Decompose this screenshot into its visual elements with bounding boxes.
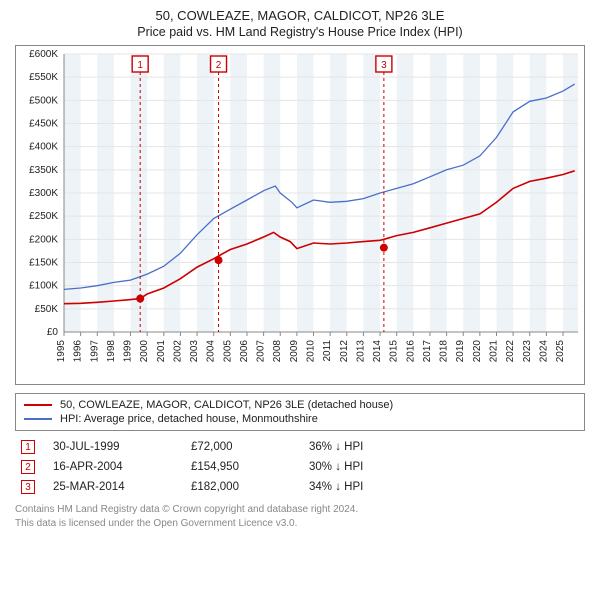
title-sub: Price paid vs. HM Land Registry's House … — [14, 25, 586, 39]
svg-text:2016: 2016 — [405, 340, 416, 363]
svg-text:£250K: £250K — [29, 211, 58, 222]
footer-line-2: This data is licensed under the Open Gov… — [15, 517, 585, 531]
svg-text:£550K: £550K — [29, 72, 58, 83]
svg-text:1999: 1999 — [123, 340, 134, 363]
transaction-row: 1 30-JUL-1999 £72,000 36% ↓ HPI — [15, 437, 585, 457]
transactions-table: 1 30-JUL-1999 £72,000 36% ↓ HPI 2 16-APR-2004… — [15, 437, 585, 497]
transaction-marker: 3 — [21, 480, 35, 494]
svg-text:1998: 1998 — [106, 340, 117, 363]
svg-text:£450K: £450K — [29, 119, 58, 130]
svg-text:2008: 2008 — [272, 340, 283, 363]
svg-text:2004: 2004 — [206, 340, 217, 363]
legend-swatch — [24, 418, 52, 420]
svg-text:1995: 1995 — [56, 340, 67, 363]
title-block: 50, COWLEAZE, MAGOR, CALDICOT, NP26 3LE … — [14, 8, 586, 39]
legend-row: HPI: Average price, detached house, Monm… — [24, 412, 576, 426]
svg-text:2022: 2022 — [505, 340, 516, 363]
svg-text:3: 3 — [381, 60, 387, 71]
legend: 50, COWLEAZE, MAGOR, CALDICOT, NP26 3LE … — [15, 393, 585, 431]
svg-text:2017: 2017 — [422, 340, 433, 363]
svg-text:2011: 2011 — [322, 340, 333, 362]
svg-text:£100K: £100K — [29, 281, 58, 292]
svg-text:2013: 2013 — [355, 340, 366, 363]
root: 50, COWLEAZE, MAGOR, CALDICOT, NP26 3LE … — [0, 0, 600, 590]
svg-text:£500K: £500K — [29, 95, 58, 106]
svg-text:£150K: £150K — [29, 258, 58, 269]
svg-text:£350K: £350K — [29, 165, 58, 176]
transaction-price: £154,950 — [191, 461, 291, 473]
legend-label: 50, COWLEAZE, MAGOR, CALDICOT, NP26 3LE … — [60, 399, 393, 411]
svg-text:2020: 2020 — [472, 340, 483, 363]
transaction-date: 25-MAR-2014 — [53, 481, 173, 493]
svg-text:2003: 2003 — [189, 340, 200, 363]
svg-text:2009: 2009 — [289, 340, 300, 363]
transaction-price: £72,000 — [191, 441, 291, 453]
svg-text:2005: 2005 — [222, 340, 233, 363]
svg-text:2015: 2015 — [389, 340, 400, 363]
marker-dot-3 — [380, 244, 388, 252]
transaction-row: 3 25-MAR-2014 £182,000 34% ↓ HPI — [15, 477, 585, 497]
chart-svg: £0 £50K £100K £150K £200K £250K £300K £350K £400… — [16, 46, 586, 386]
footer-line-1: Contains HM Land Registry data © Crown c… — [15, 503, 585, 517]
svg-text:2010: 2010 — [306, 340, 317, 363]
transaction-row: 2 16-APR-2004 £154,950 30% ↓ HPI — [15, 457, 585, 477]
transaction-date: 30-JUL-1999 — [53, 441, 173, 453]
svg-text:2014: 2014 — [372, 340, 383, 363]
svg-text:1: 1 — [137, 60, 143, 71]
svg-text:2007: 2007 — [256, 340, 267, 363]
chart: £0 £50K £100K £150K £200K £250K £300K £350K £400… — [15, 45, 585, 385]
svg-text:2024: 2024 — [538, 340, 549, 363]
svg-text:£200K: £200K — [29, 234, 58, 245]
svg-text:1997: 1997 — [89, 340, 100, 363]
transaction-price: £182,000 — [191, 481, 291, 493]
svg-text:£0: £0 — [47, 327, 59, 338]
transaction-delta: 34% ↓ HPI — [309, 481, 419, 493]
svg-text:£400K: £400K — [29, 142, 58, 153]
transaction-delta: 30% ↓ HPI — [309, 461, 419, 473]
legend-row: 50, COWLEAZE, MAGOR, CALDICOT, NP26 3LE … — [24, 398, 576, 412]
transaction-marker: 1 — [21, 440, 35, 454]
svg-text:2: 2 — [216, 60, 222, 71]
svg-text:2018: 2018 — [439, 340, 450, 363]
svg-text:2001: 2001 — [156, 340, 167, 363]
svg-text:2012: 2012 — [339, 340, 350, 363]
svg-text:2006: 2006 — [239, 340, 250, 363]
svg-text:2002: 2002 — [172, 340, 183, 363]
svg-text:2019: 2019 — [455, 340, 466, 363]
svg-text:£600K: £600K — [29, 49, 58, 60]
svg-text:1996: 1996 — [73, 340, 84, 363]
svg-text:2000: 2000 — [139, 340, 150, 363]
svg-text:£50K: £50K — [35, 304, 59, 315]
transaction-date: 16-APR-2004 — [53, 461, 173, 473]
svg-text:2021: 2021 — [488, 340, 499, 363]
title-main: 50, COWLEAZE, MAGOR, CALDICOT, NP26 3LE — [14, 8, 586, 23]
transaction-marker: 2 — [21, 460, 35, 474]
legend-swatch — [24, 404, 52, 406]
svg-text:2023: 2023 — [522, 340, 533, 363]
svg-text:£300K: £300K — [29, 188, 58, 199]
marker-dot-1 — [136, 295, 144, 303]
transaction-delta: 36% ↓ HPI — [309, 441, 419, 453]
marker-dot-2 — [215, 256, 223, 264]
legend-label: HPI: Average price, detached house, Monm… — [60, 413, 318, 425]
svg-text:2025: 2025 — [555, 340, 566, 363]
footer: Contains HM Land Registry data © Crown c… — [15, 503, 585, 530]
